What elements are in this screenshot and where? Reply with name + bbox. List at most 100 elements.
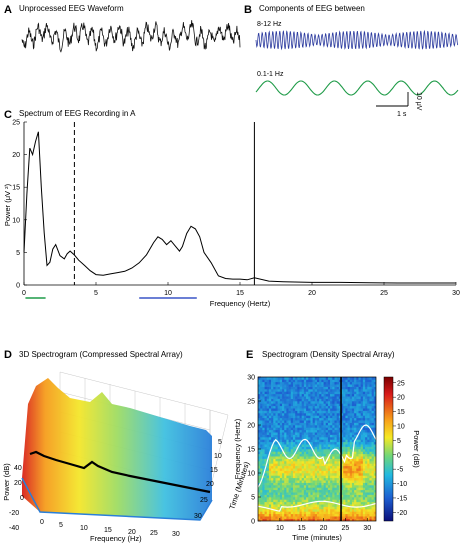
e-heatmap-cell — [334, 494, 337, 498]
e-heatmap-cell — [332, 456, 335, 459]
e-heatmap-cell — [260, 444, 263, 447]
e-heatmap-cell — [338, 398, 342, 402]
e-heatmap-cell — [369, 391, 372, 395]
e-heatmap-cell — [347, 475, 351, 479]
e-heatmap-cell — [284, 480, 287, 483]
e-heatmap-cell — [268, 518, 272, 521]
e-heatmap-cell — [314, 432, 318, 435]
e-heatmap-cell — [343, 403, 346, 407]
e-heatmap-cell — [341, 487, 344, 491]
e-heatmap-cell — [312, 384, 316, 387]
e-heatmap-cell — [299, 429, 303, 433]
e-heatmap-cell — [343, 384, 346, 387]
e-heatmap-cell — [264, 470, 268, 474]
e-heatmap-cell — [268, 422, 272, 426]
e-heatmap-cell — [268, 437, 272, 440]
e-heatmap-cell — [317, 432, 320, 435]
e-heatmap-cell — [365, 429, 368, 433]
e-heatmap-cell — [268, 480, 272, 483]
e-heatmap-cell — [367, 506, 370, 510]
e-heatmap-cell — [334, 408, 337, 411]
e-heatmap-cell — [371, 398, 375, 402]
e-heatmap-cell — [373, 451, 376, 455]
e-heatmap-cell — [290, 437, 294, 440]
e-heatmap-cell — [292, 451, 296, 455]
e-heatmap-cell — [323, 497, 327, 500]
e-heatmap-cell — [341, 415, 344, 419]
e-heatmap-cell — [360, 518, 364, 521]
e-heatmap-cell — [306, 499, 309, 503]
e-heatmap-cell — [351, 415, 355, 419]
e-heatmap-cell — [282, 432, 285, 435]
panel-d: D 3D Spectrogram (Compressed Spectral Ar… — [2, 349, 251, 543]
e-heatmap-cell — [349, 487, 353, 491]
e-heatmap-cell — [336, 377, 340, 380]
e-heatmap-cell — [365, 446, 368, 450]
e-heatmap-cell — [336, 413, 340, 416]
e-heatmap-cell — [345, 477, 348, 481]
e-heatmap-cell — [341, 381, 344, 385]
e-heatmap-cell — [343, 389, 346, 392]
e-heatmap-cell — [306, 429, 309, 433]
e-heatmap-cell — [327, 485, 331, 488]
e-heatmap-cell — [367, 494, 370, 498]
e-heatmap-cell — [373, 427, 376, 431]
e-heatmap-cell — [275, 425, 278, 428]
e-heatmap-cell — [362, 501, 366, 505]
e-heatmap-cell — [299, 453, 303, 457]
e-heatmap-cell — [312, 425, 316, 428]
e-heatmap-cell — [373, 470, 376, 474]
e-heatmap-cell — [277, 509, 281, 512]
e-heatmap-cell — [312, 446, 316, 450]
e-heatmap-cell — [330, 487, 333, 491]
e-heatmap-cell — [279, 417, 283, 421]
e-heatmap-cell — [288, 384, 292, 387]
e-heatmap-cell — [282, 492, 285, 495]
e-heatmap-cell — [284, 509, 287, 512]
e-heatmap-cell — [323, 489, 327, 493]
e-heatmap-cell — [312, 458, 316, 462]
e-heatmap-cell — [266, 427, 270, 431]
e-heatmap-cell — [266, 384, 270, 387]
e-heatmap-cell — [258, 518, 261, 521]
e-heatmap-cell — [358, 461, 362, 464]
e-heatmap-cell — [369, 480, 372, 483]
e-heatmap-cell — [273, 401, 276, 404]
e-heatmap-cell — [349, 381, 353, 385]
e-heatmap-cell — [351, 396, 355, 399]
e-heatmap-cell — [286, 475, 289, 479]
e-heatmap-cell — [371, 453, 375, 457]
e-heatmap-cell — [373, 408, 376, 411]
e-heatmap-cell — [343, 381, 346, 385]
e-heatmap-cell — [358, 398, 362, 402]
e-heatmap-cell — [334, 439, 337, 443]
e-heatmap-cell — [314, 410, 318, 414]
e-heatmap-cell — [295, 413, 298, 416]
e-heatmap-cell — [303, 506, 307, 510]
e-heatmap-cell — [292, 384, 296, 387]
e-heatmap-cell — [279, 509, 283, 512]
e-heatmap-cell — [271, 509, 274, 512]
e-heatmap-cell — [266, 401, 270, 404]
e-heatmap-cell — [327, 463, 331, 467]
e-heatmap-cell — [332, 425, 335, 428]
e-heatmap-cell — [308, 463, 311, 467]
e-heatmap-cell — [347, 468, 351, 471]
e-heatmap-cell — [312, 480, 316, 483]
e-heatmap-cell — [268, 509, 272, 512]
e-heatmap-cell — [295, 432, 298, 435]
e-heatmap-cell — [354, 441, 357, 445]
e-heatmap-cell — [266, 439, 270, 443]
e-heatmap-cell — [330, 405, 333, 409]
e-heatmap-cell — [297, 396, 300, 399]
e-heatmap-cell — [356, 475, 359, 479]
e-heatmap-cell — [371, 458, 375, 462]
e-heatmap-cell — [365, 458, 368, 462]
e-heatmap-cell — [317, 408, 320, 411]
e-heatmap-cell — [279, 477, 283, 481]
e-heatmap-cell — [332, 477, 335, 481]
e-heatmap-cell — [334, 422, 337, 426]
e-heatmap-cell — [362, 444, 366, 447]
e-heatmap-cell — [345, 446, 348, 450]
e-heatmap-cell — [275, 389, 278, 392]
